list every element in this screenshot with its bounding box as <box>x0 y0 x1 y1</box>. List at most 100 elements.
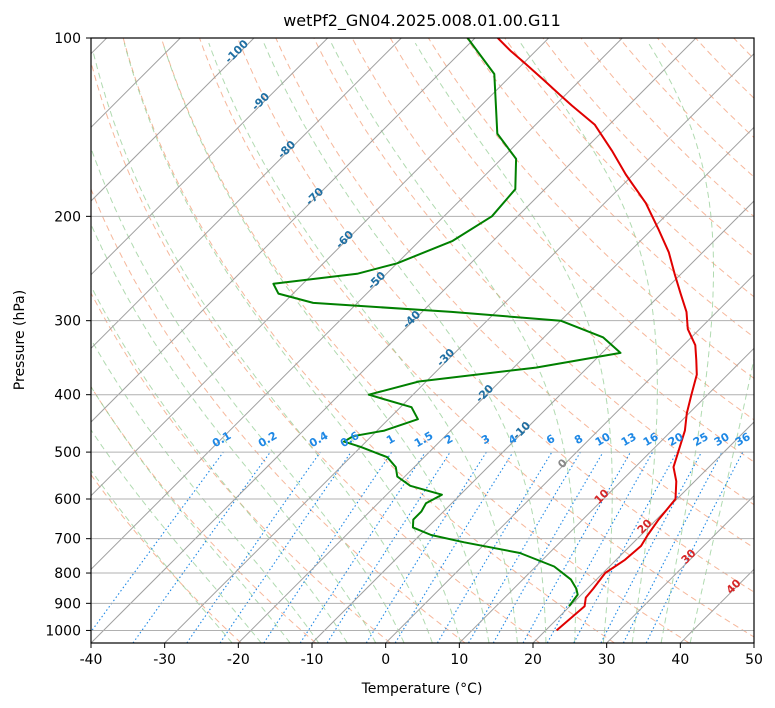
isotherm-line <box>91 38 476 423</box>
x-tick-label: 0 <box>381 652 390 668</box>
mixing-ratio-label: 36 <box>733 430 753 449</box>
x-tick-label: 10 <box>450 652 468 668</box>
x-tick-label: -30 <box>153 652 176 668</box>
dry-adiabat-line <box>504 38 754 298</box>
y-tick-label: 900 <box>54 596 81 612</box>
mixing-ratio-line <box>468 451 581 643</box>
dry-adiabat-line <box>389 38 754 421</box>
mixing-ratio-label: 0.4 <box>307 429 331 450</box>
moist-adiabat-line <box>330 42 577 643</box>
dry-adiabat-line <box>351 38 754 463</box>
mixing-ratio-label: 0.2 <box>256 429 279 450</box>
mixing-ratio-line <box>91 451 224 633</box>
mixing-ratio-line <box>219 451 352 643</box>
isotherm-label: -20 <box>473 382 496 405</box>
moist-adiabat-line <box>91 146 405 643</box>
dry-adiabat-line <box>657 38 754 139</box>
dry-adiabat-label: 20 <box>635 516 655 536</box>
mixing-ratio-label: 16 <box>641 430 661 449</box>
x-tick-label: -20 <box>227 652 250 668</box>
x-tick-label: 30 <box>598 652 616 668</box>
x-tick-label: -40 <box>80 652 103 668</box>
y-tick-label: 800 <box>54 566 81 582</box>
isotherm-line <box>91 38 329 276</box>
y-tick-label: 400 <box>54 388 81 404</box>
isotherm-line <box>91 38 402 350</box>
dry-adiabat-line <box>237 38 754 593</box>
moist-adiabat-line <box>92 52 433 643</box>
x-tick-label: -10 <box>301 652 324 668</box>
axis-ticks: -40 -30 -20 -10 0 10 20 30 40 5010020030040050060… <box>45 31 763 668</box>
moist-adiabat-line <box>689 356 754 643</box>
dry-adiabat-line <box>542 38 754 258</box>
isotherm-label: -80 <box>275 138 298 161</box>
isotherm-line <box>91 38 550 497</box>
moist-adiabat-line <box>91 223 377 643</box>
dry-adiabat-line <box>122 38 615 643</box>
moist-adiabat-line <box>520 42 658 643</box>
mixing-ratio-label: 25 <box>691 430 711 449</box>
isotherm-line <box>606 494 754 643</box>
x-tick-label: 20 <box>524 652 542 668</box>
y-tick-label: 1000 <box>45 623 81 639</box>
x-tick-label: 50 <box>745 652 763 668</box>
inline-labels: -100-90-80-70-60-50-40-30-20-10010203040… <box>210 37 753 597</box>
isotherm-line <box>91 38 623 571</box>
mixing-ratio-line <box>492 451 604 643</box>
moist-adiabat-line <box>162 42 490 643</box>
mixing-ratio-label: 6 <box>544 432 557 447</box>
moist-adiabat-line <box>123 42 462 643</box>
isotherm-line <box>532 421 754 643</box>
dry-adiabat-line <box>199 38 754 638</box>
background-grid <box>91 38 754 643</box>
mixing-ratio-line <box>600 451 702 643</box>
moist-adiabat-line <box>208 42 518 643</box>
plot-frame <box>90 37 755 644</box>
y-tick-label: 700 <box>54 532 81 548</box>
dewpoint-profile-line <box>272 38 622 607</box>
isotherm-label: -90 <box>249 90 272 113</box>
isotherm-line <box>91 38 697 643</box>
temperature-profile-line <box>497 38 698 632</box>
isotherm-label: -100 <box>222 37 251 66</box>
mixing-ratio-label: 1 <box>384 432 397 447</box>
mixing-ratio-line <box>436 451 553 643</box>
isotherm-label: -30 <box>434 346 457 369</box>
x-axis-label: Temperature (°C) <box>361 681 483 697</box>
moist-adiabat-line <box>91 285 348 643</box>
y-tick-label: 600 <box>54 492 81 508</box>
isotherm-line <box>311 200 754 643</box>
dry-adiabat-line <box>313 38 754 506</box>
mixing-ratio-line <box>394 451 514 643</box>
y-tick-label: 500 <box>54 445 81 461</box>
y-tick-label: 300 <box>54 314 81 330</box>
isotherm-line <box>458 347 754 643</box>
moist-adiabat-line <box>414 42 613 643</box>
y-tick-label: 100 <box>54 31 81 47</box>
dry-adiabat-line <box>91 385 317 643</box>
isotherm-line <box>164 52 754 643</box>
mixing-ratio-label: 3 <box>479 432 492 447</box>
moist-adiabat-line <box>91 469 233 643</box>
dry-adiabat-line <box>427 38 754 379</box>
dry-adiabat-line <box>275 38 754 549</box>
mixing-ratio-label: 30 <box>712 430 732 449</box>
mixing-ratio-line <box>132 451 271 643</box>
moist-adiabat-line <box>91 428 262 643</box>
isotherm-label: -70 <box>303 185 326 208</box>
dry-adiabat-label: 10 <box>592 486 612 506</box>
dry-adiabat-line <box>618 38 754 178</box>
y-tick-label: 200 <box>54 209 81 225</box>
mixing-ratio-line <box>186 451 321 643</box>
mixing-ratio-line <box>573 451 678 643</box>
dry-adiabat-label: 30 <box>679 546 699 566</box>
isotherm-line <box>385 273 754 643</box>
mixing-ratio-label: 13 <box>619 430 639 449</box>
mixing-ratio-line <box>522 451 631 643</box>
dry-adiabat-line <box>91 292 391 643</box>
dry-adiabat-line <box>160 38 690 643</box>
dry-adiabat-line <box>695 38 754 99</box>
isotherm-line <box>753 642 754 643</box>
